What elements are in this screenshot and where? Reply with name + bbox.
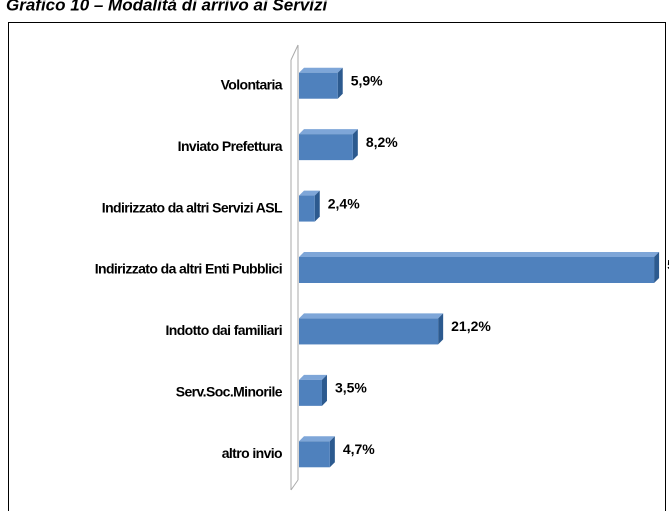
- bar: [299, 257, 655, 283]
- bar-top: [299, 67, 343, 73]
- value-label: 8,2%: [366, 134, 398, 150]
- bar: [299, 441, 330, 468]
- value-label: 21,2%: [451, 318, 491, 334]
- bar-side: [329, 436, 335, 468]
- bar: [299, 72, 338, 99]
- bar: [299, 379, 322, 406]
- y-tick-label: Indotto dai familiari: [165, 322, 282, 338]
- axis-wall-top: [290, 44, 299, 61]
- bar-side: [438, 313, 444, 345]
- y-tick-label: Indirizzato da altri Enti Pubblici: [95, 261, 282, 277]
- bar-top: [299, 374, 327, 380]
- bar-side: [337, 67, 343, 99]
- y-tick-label: Inviato Prefettura: [178, 138, 283, 154]
- bar-side: [352, 129, 358, 161]
- value-label: 4,7%: [343, 441, 375, 457]
- value-label: 2,4%: [328, 195, 360, 211]
- bar-side: [321, 374, 327, 406]
- bar-top: [299, 190, 320, 196]
- bar-top: [299, 129, 358, 135]
- value-label: 3,5%: [335, 380, 367, 396]
- bar: [299, 195, 315, 222]
- chart-title: Grafico 10 – Modalità di arrivo ai Servi…: [6, 0, 329, 14]
- axis-wall-bottom: [290, 479, 299, 491]
- bar-top: [299, 436, 335, 442]
- bar: [299, 318, 439, 345]
- y-tick-label: Volontaria: [221, 76, 283, 92]
- y-tick-label: altro invio: [222, 445, 282, 461]
- chart-frame: [8, 22, 666, 516]
- bar: [299, 134, 353, 161]
- bar-top: [299, 252, 660, 257]
- bar-side: [654, 252, 660, 283]
- value-label: 54,1%: [667, 257, 669, 273]
- y-tick-label: Serv.Soc.Minorile: [176, 384, 283, 400]
- y-tick-label: Indirizzato da altri Servizi ASL: [102, 199, 283, 215]
- value-label: 5,9%: [351, 72, 383, 88]
- bar-side: [314, 190, 320, 222]
- bar-top: [299, 313, 444, 319]
